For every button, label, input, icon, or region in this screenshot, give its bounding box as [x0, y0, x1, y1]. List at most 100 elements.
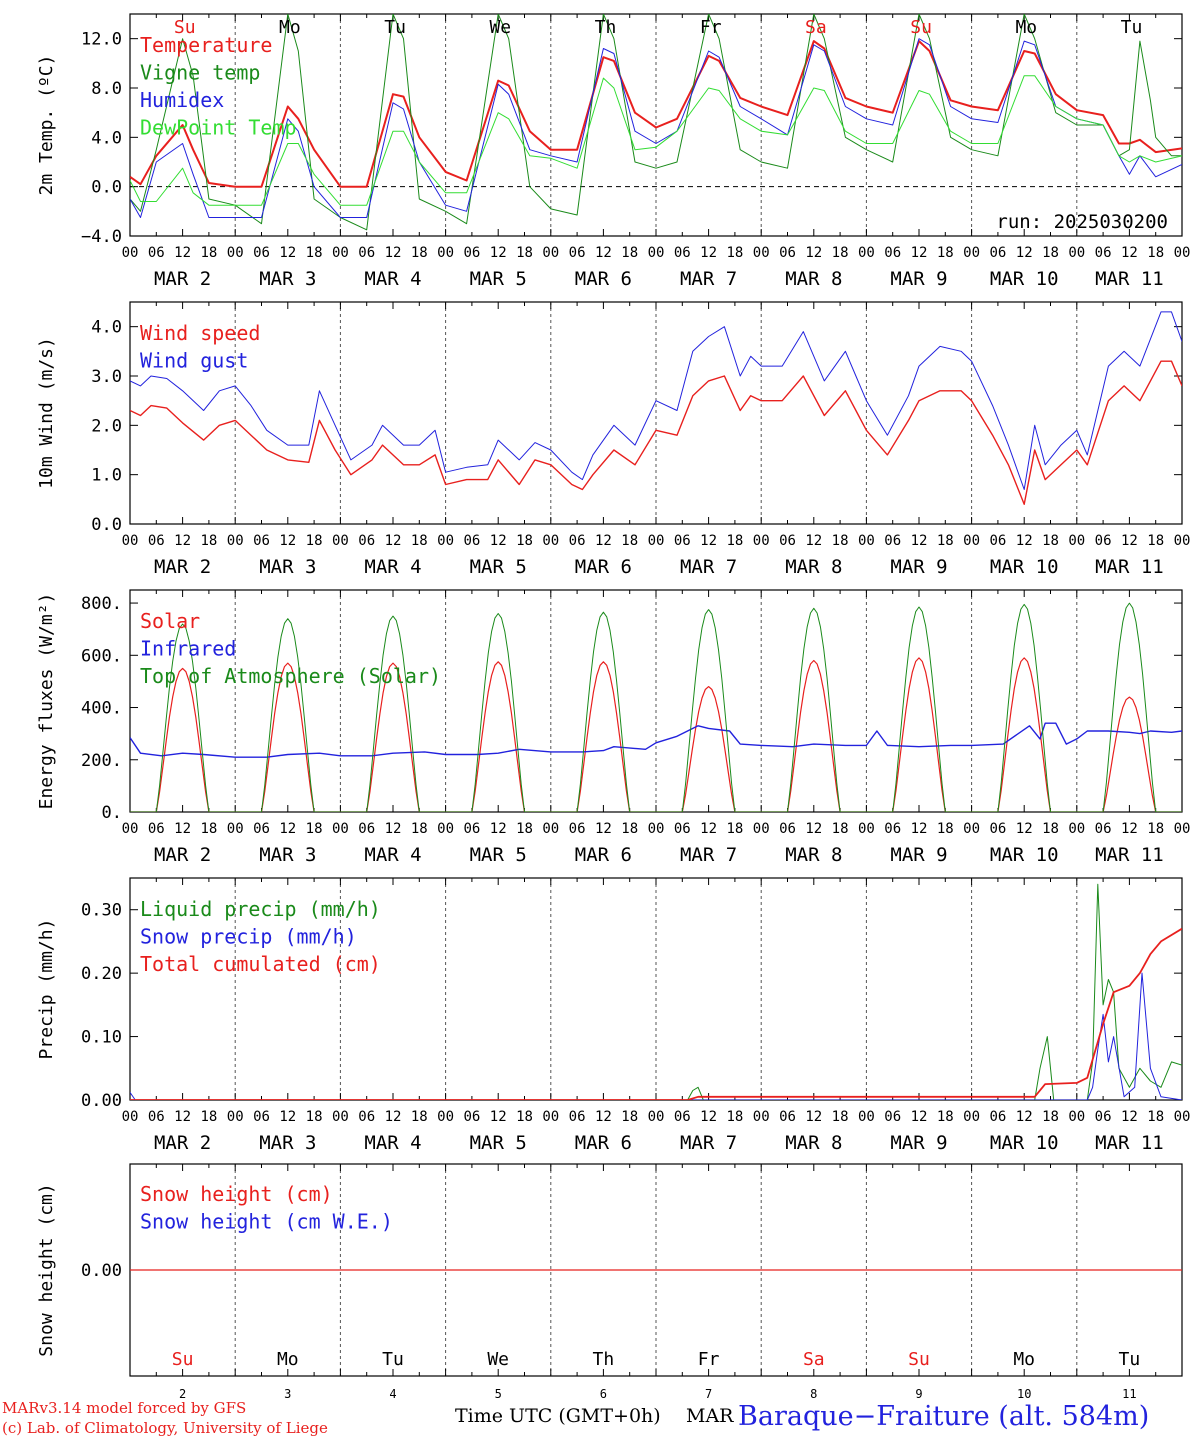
- legend-entry: Snow height (cm): [140, 1182, 333, 1206]
- hour-tick-label: 00: [437, 533, 454, 549]
- hour-tick-label: 18: [1042, 533, 1059, 549]
- panel-4: [129, 877, 1183, 1101]
- x-axis-title: Time UTC (GMT+0h): [455, 1405, 661, 1427]
- date-label: MAR 7: [680, 844, 737, 866]
- hour-tick-label: 12: [279, 533, 296, 549]
- hour-tick-label: 12: [700, 821, 717, 837]
- hour-tick-label: 18: [726, 245, 743, 261]
- hour-tick-label: 18: [516, 821, 533, 837]
- day-number-label: 9: [915, 1387, 922, 1400]
- hour-tick-label: 12: [490, 821, 507, 837]
- hour-tick-label: 18: [832, 533, 849, 549]
- y-tick-label: 0.0: [91, 178, 122, 198]
- hour-tick-label: 18: [1147, 821, 1164, 837]
- hour-tick-label: 00: [437, 1109, 454, 1125]
- series-line-snow-precip-mm-h: [130, 972, 1182, 1100]
- y-tick-label: 0.0: [91, 515, 122, 535]
- hour-tick-label: 06: [463, 821, 480, 837]
- hour-tick-label: 12: [385, 245, 402, 261]
- hour-tick-label: 12: [911, 821, 928, 837]
- date-label: MAR 6: [575, 556, 632, 578]
- weekday-label: Sa: [803, 1349, 825, 1370]
- hour-tick-label: 06: [674, 533, 691, 549]
- hour-tick-label: 18: [200, 821, 217, 837]
- series-line-humidex: [130, 38, 1182, 218]
- hour-tick-label: 12: [1121, 1109, 1138, 1125]
- hour-tick-label: 06: [1095, 821, 1112, 837]
- hour-tick-label: 00: [1174, 245, 1191, 261]
- day-number-label: 2: [179, 1387, 186, 1400]
- hour-tick-label: 06: [779, 245, 796, 261]
- meteogram: −4.0 0.0 4.0 8.0 12.0 2m Temp. (ºC) Temperatur…: [36, 13, 1191, 1400]
- weekday-label: Tu: [382, 1349, 404, 1370]
- hour-tick-label: 06: [148, 533, 165, 549]
- panel-5: [129, 1163, 1183, 1377]
- y-tick-label: 200.: [81, 751, 122, 771]
- date-label: MAR 2: [154, 844, 211, 866]
- hour-tick-label: 18: [411, 533, 428, 549]
- hour-tick-label: 00: [122, 533, 139, 549]
- y-axis-label: Precip (mm/h): [36, 919, 57, 1060]
- date-label: MAR 11: [1095, 844, 1164, 866]
- hour-tick-label: 06: [463, 533, 480, 549]
- hour-tick-label: 06: [358, 533, 375, 549]
- hour-tick-label: 00: [437, 245, 454, 261]
- hour-tick-label: 00: [437, 821, 454, 837]
- hour-tick-label: 06: [1095, 533, 1112, 549]
- legend-entry: Vigne temp: [140, 61, 260, 85]
- hour-tick-label: 00: [648, 533, 665, 549]
- hour-tick-label: 06: [674, 1109, 691, 1125]
- hour-tick-label: 06: [674, 245, 691, 261]
- hour-tick-label: 00: [963, 1109, 980, 1125]
- hour-tick-label: 12: [174, 533, 191, 549]
- hour-tick-label: 00: [1068, 821, 1085, 837]
- hour-tick-label: 06: [148, 1109, 165, 1125]
- weekday-label: Mo: [1013, 1349, 1035, 1370]
- series-line-solar: [130, 657, 1182, 812]
- hour-tick-label: 12: [911, 1109, 928, 1125]
- date-label: MAR 8: [785, 268, 842, 290]
- hour-tick-label: 06: [1095, 1109, 1112, 1125]
- hour-tick-label: 18: [621, 245, 638, 261]
- date-label: MAR 5: [470, 1132, 527, 1154]
- hour-tick-label: 12: [911, 533, 928, 549]
- hour-tick-label: 06: [989, 1109, 1006, 1125]
- hour-tick-label: 00: [858, 1109, 875, 1125]
- hour-tick-label: 00: [858, 821, 875, 837]
- weekday-label: Su: [908, 1349, 930, 1370]
- hour-tick-label: 18: [200, 533, 217, 549]
- day-number-label: 4: [389, 1387, 396, 1400]
- weekday-label: Tu: [384, 17, 406, 38]
- hour-tick-label: 06: [253, 245, 270, 261]
- date-label: MAR 9: [890, 1132, 947, 1154]
- date-label: MAR 5: [470, 556, 527, 578]
- hour-tick-label: 18: [200, 1109, 217, 1125]
- hour-tick-label: 18: [1147, 245, 1164, 261]
- hour-tick-label: 00: [858, 533, 875, 549]
- hour-tick-label: 18: [1042, 245, 1059, 261]
- date-label: MAR 5: [470, 268, 527, 290]
- series-line-wind-gust: [130, 311, 1182, 490]
- hour-tick-label: 00: [648, 1109, 665, 1125]
- y-tick-label: 0.10: [81, 1028, 122, 1048]
- hour-tick-label: 00: [753, 1109, 770, 1125]
- hour-tick-label: 18: [411, 1109, 428, 1125]
- hour-tick-label: 12: [279, 1109, 296, 1125]
- hour-tick-label: 12: [911, 245, 928, 261]
- hour-tick-label: 12: [805, 533, 822, 549]
- hour-tick-label: 12: [174, 821, 191, 837]
- legend-entry: Snow height (cm W.E.): [140, 1210, 393, 1234]
- hour-tick-label: 00: [332, 1109, 349, 1125]
- hour-tick-label: 18: [306, 821, 323, 837]
- series-line-dewpoint-temp: [130, 75, 1182, 206]
- day-number-label: 5: [495, 1387, 502, 1400]
- day-number-label: 6: [600, 1387, 607, 1400]
- y-tick-label: 4.0: [91, 128, 122, 148]
- hour-tick-label: 06: [463, 1109, 480, 1125]
- weekday-label: Th: [595, 17, 617, 38]
- hour-tick-label: 06: [779, 821, 796, 837]
- hour-tick-label: 12: [490, 533, 507, 549]
- hour-tick-label: 00: [753, 533, 770, 549]
- hour-tick-label: 12: [385, 533, 402, 549]
- hour-tick-label: 06: [358, 245, 375, 261]
